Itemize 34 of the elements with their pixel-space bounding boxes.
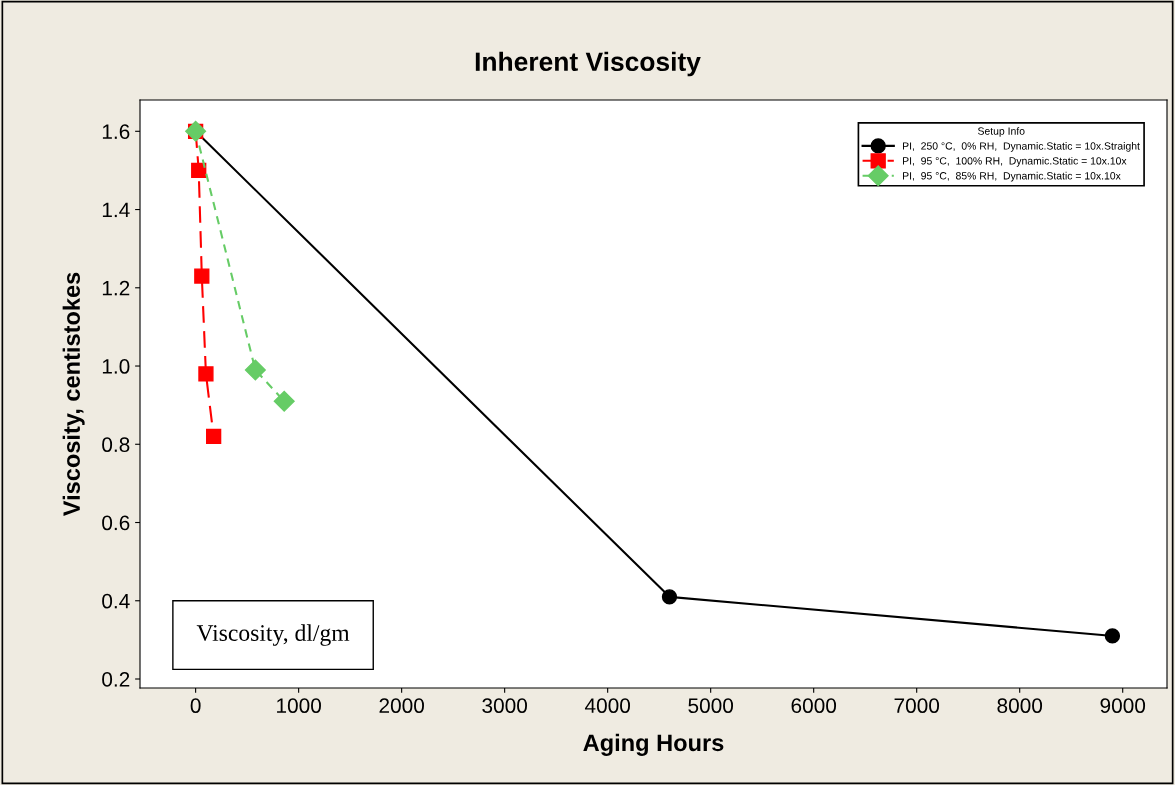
point: [191, 162, 207, 179]
legend-label: PI, 95 °C, 85% RH, Dynamic.Static = 10x.10x: [903, 171, 1121, 182]
x-tick-label: 6000: [791, 698, 837, 714]
annotation: Viscosity, dl/gm: [196, 624, 350, 646]
point: [198, 366, 214, 382]
x-tick-label: 2000: [379, 698, 424, 714]
legend-label: PI, 250 °C, 0% RH, Dynamic.Static = 10x.Straight: [903, 142, 1140, 152]
y-tick-label: 0.8: [102, 437, 130, 453]
point: [206, 428, 222, 445]
y-tick-label: 0.6: [102, 515, 130, 531]
x-tick-label: 0: [190, 698, 201, 714]
point: [244, 359, 266, 381]
point: [1104, 628, 1121, 644]
y-axis-title: Viscosity, centistokes: [62, 272, 85, 517]
y-tick-label: 0.2: [102, 672, 130, 687]
point: [273, 390, 295, 412]
x-tick-label: 4000: [584, 698, 631, 714]
chart-title: Inherent Viscosity: [475, 51, 701, 77]
x-tick-label: 1000: [277, 698, 321, 714]
y-tick-label: 1.0: [102, 359, 130, 374]
y-tick-label: 0.4: [102, 593, 130, 609]
x-tick-label: 3000: [482, 698, 528, 714]
x-tick-label: 5000: [688, 698, 734, 714]
x-tick-label: 8000: [997, 698, 1043, 714]
point: [661, 589, 678, 605]
y-tick-label: 1.2: [102, 280, 130, 296]
legend-label: PI, 95 °C, 100% RH, Dynamic.Static = 10x.10x: [903, 156, 1127, 167]
x-tick-label: 7000: [894, 698, 940, 714]
legend-title: Setup Info: [977, 127, 1025, 137]
y-tick-label: 1.6: [102, 124, 130, 140]
x-axis-title: Aging Hours: [583, 733, 724, 756]
point: [194, 268, 210, 284]
x-tick-label: 9000: [1100, 698, 1146, 714]
y-tick-label: 1.4: [102, 202, 130, 218]
